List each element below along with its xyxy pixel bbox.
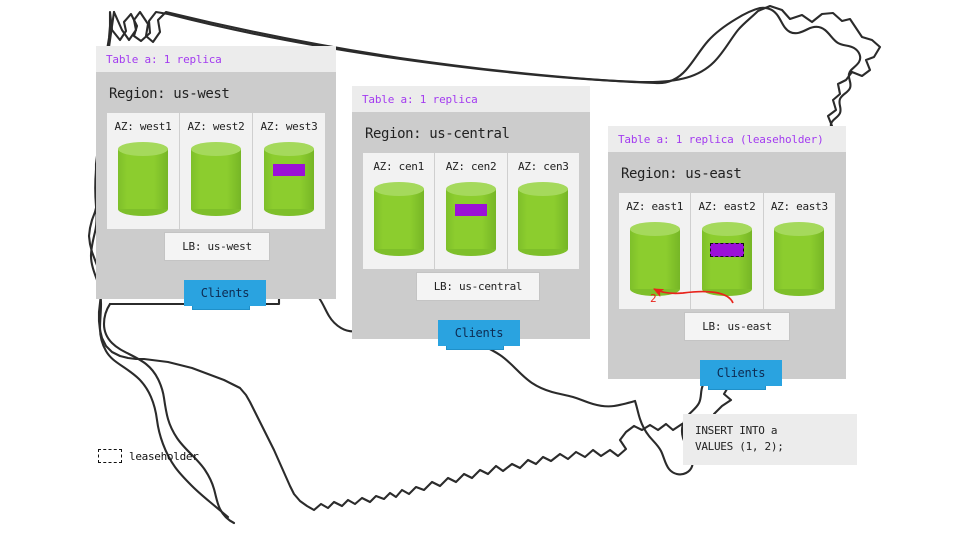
az-label-east3: AZ: east3: [770, 200, 828, 213]
leaseholder-marker-east2: [709, 243, 744, 257]
panel-body-us-west: Region: us-west AZ: west1 AZ: west2: [96, 72, 336, 299]
node-cylinder-cen3[interactable]: [518, 182, 569, 256]
cylinder-body: [774, 229, 825, 289]
node-cylinder-cen2[interactable]: [445, 182, 496, 256]
region-panel-us-west: Table a: 1 replica Region: us-west AZ: w…: [96, 46, 336, 310]
clients-stack-us-west[interactable]: Clients: [184, 280, 266, 310]
cylinder-top: [373, 182, 424, 196]
az-label-west1: AZ: west1: [114, 120, 172, 133]
cylinder-body: [191, 149, 241, 209]
region-label-us-east: Region: us-east: [621, 166, 742, 182]
node-cylinder-east3[interactable]: [774, 222, 825, 296]
node-cylinder-east1[interactable]: [629, 222, 680, 296]
cylinder-top: [701, 222, 752, 236]
cylinder-top: [118, 142, 168, 156]
panel-header-us-central: Table a: 1 replica: [352, 86, 590, 112]
az-label-west3: AZ: west3: [260, 120, 318, 133]
cylinder-body: [701, 229, 752, 289]
replica-marker-cen2: [454, 204, 487, 216]
az-cell-cen1[interactable]: AZ: cen1: [363, 153, 434, 269]
legend-label: leaseholder: [129, 449, 199, 463]
az-label-cen3: AZ: cen3: [518, 160, 569, 173]
arrow-step-label: 2: [650, 292, 657, 305]
panel-body-us-central: Region: us-central AZ: cen1 AZ: cen2: [352, 112, 590, 339]
cylinder-top: [774, 222, 825, 236]
cylinder-top: [518, 182, 569, 196]
cylinder-body: [373, 189, 424, 249]
legend-leaseholder: leaseholder: [98, 449, 199, 463]
panel-title-us-west: Table a: 1 replica: [106, 53, 222, 66]
az-label-cen2: AZ: cen2: [445, 160, 497, 173]
region-label-us-central: Region: us-central: [365, 126, 510, 142]
node-cylinder-cen1[interactable]: [373, 182, 424, 256]
sql-statement-box: INSERT INTO a VALUES (1, 2);: [683, 414, 857, 465]
region-label-us-west: Region: us-west: [109, 86, 230, 102]
load-balancer-us-west[interactable]: LB: us-west: [164, 232, 270, 261]
load-balancer-us-central[interactable]: LB: us-central: [416, 272, 540, 301]
az-cell-west3[interactable]: AZ: west3: [252, 113, 325, 229]
region-panel-us-central: Table a: 1 replica Region: us-central AZ…: [352, 86, 590, 350]
az-label-cen1: AZ: cen1: [373, 160, 424, 173]
clients-stack-us-east[interactable]: Clients: [700, 360, 782, 390]
node-cylinder-west3[interactable]: [264, 142, 314, 216]
dashed-rect-icon: [98, 449, 122, 463]
load-balancer-us-east[interactable]: LB: us-east: [684, 312, 790, 341]
clients-button-us-central[interactable]: Clients: [438, 320, 520, 346]
az-row-us-central: AZ: cen1 AZ: cen2 AZ: cen3: [363, 153, 579, 269]
cylinder-top: [445, 182, 496, 196]
az-cell-cen3[interactable]: AZ: cen3: [506, 153, 579, 269]
az-cell-west2[interactable]: AZ: west2: [179, 113, 252, 229]
az-label-east2: AZ: east2: [698, 200, 756, 213]
node-cylinder-west1[interactable]: [118, 142, 168, 216]
cylinder-body: [518, 189, 569, 249]
clients-button-us-west[interactable]: Clients: [184, 280, 266, 306]
panel-title-us-central: Table a: 1 replica: [362, 93, 478, 106]
node-cylinder-west2[interactable]: [191, 142, 241, 216]
az-cell-cen2[interactable]: AZ: cen2: [434, 153, 506, 269]
az-cell-east3[interactable]: AZ: east3: [762, 193, 835, 309]
az-row-us-west: AZ: west1 AZ: west2 AZ: west3: [107, 113, 325, 229]
clients-button-us-east[interactable]: Clients: [700, 360, 782, 386]
az-label-west2: AZ: west2: [187, 120, 245, 133]
region-panel-us-east: Table a: 1 replica (leaseholder) Region:…: [608, 126, 846, 390]
cylinder-body: [445, 189, 496, 249]
az-label-east1: AZ: east1: [626, 200, 684, 213]
node-cylinder-east2[interactable]: [701, 222, 752, 296]
cylinder-top: [264, 142, 314, 156]
replica-marker-west3: [273, 164, 305, 176]
clients-stack-us-central[interactable]: Clients: [438, 320, 520, 350]
cylinder-body: [629, 229, 680, 289]
cylinder-body: [118, 149, 168, 209]
panel-title-us-east: Table a: 1 replica (leaseholder): [618, 133, 824, 146]
az-cell-west1[interactable]: AZ: west1: [107, 113, 179, 229]
panel-body-us-east: Region: us-east AZ: east1 AZ: east2: [608, 152, 846, 379]
cylinder-top: [191, 142, 241, 156]
panel-header-us-west: Table a: 1 replica: [96, 46, 336, 72]
az-cell-east2[interactable]: AZ: east2: [690, 193, 762, 309]
cylinder-top: [629, 222, 680, 236]
panel-header-us-east: Table a: 1 replica (leaseholder): [608, 126, 846, 152]
cylinder-body: [264, 149, 314, 209]
